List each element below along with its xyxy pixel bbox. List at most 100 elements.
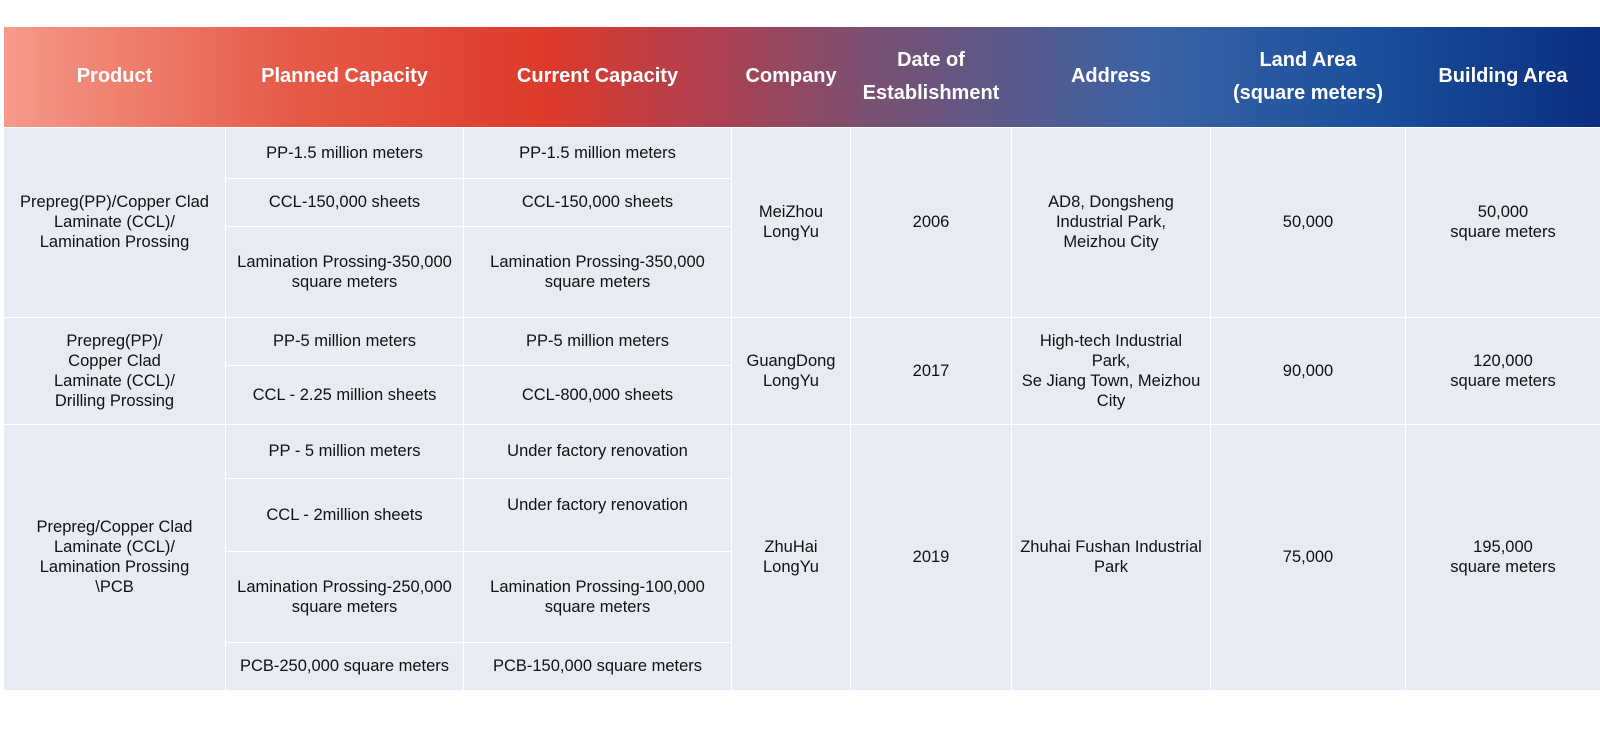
company-line: LongYu bbox=[763, 558, 819, 576]
planned-capacity-line: CCL - 2.25 million sheets bbox=[252, 385, 437, 404]
address-line: Park bbox=[1094, 558, 1128, 576]
current-capacity-line: PCB-150,000 square meters bbox=[492, 657, 703, 675]
planned-capacity-cell: PCB-250,000 square meters bbox=[225, 641, 464, 691]
address-line: Se Jiang Town, Meizhou bbox=[1021, 371, 1201, 390]
building-area-line: square meters bbox=[1450, 558, 1556, 576]
address-cell: AD8, Dongsheng Industrial Park, Meizhou Ci… bbox=[1011, 126, 1211, 318]
address-line: Industrial Park, bbox=[1055, 213, 1167, 231]
address-line: Zhuhai Fushan Industrial bbox=[1020, 538, 1202, 556]
building-area-line: square meters bbox=[1450, 223, 1556, 241]
product-cell: Prepreg(PP)/Copper Clad Laminate (CCL)/ La… bbox=[3, 126, 226, 318]
planned-capacity-cell: Lamination Prossing-250,000 square meters bbox=[225, 550, 464, 643]
current-capacity-cell: Lamination Prossing-100,000 square meters bbox=[463, 550, 732, 643]
product-line: Lamination Prossing bbox=[39, 558, 190, 576]
current-capacity-line: PP-5 million meters bbox=[525, 332, 670, 350]
header-land-line-1: Land Area bbox=[1259, 48, 1357, 71]
product-line: Drilling Prossing bbox=[54, 391, 175, 410]
product-line: Laminate (CCL)/ bbox=[53, 538, 176, 556]
product-cell: Prepreg/Copper Clad Laminate (CCL)/ Lamina… bbox=[3, 423, 226, 691]
address-cell: High-tech Industrial Park, Se Jiang Town,… bbox=[1011, 316, 1211, 425]
header-current-capacity: Current Capacity bbox=[516, 65, 679, 88]
table-row: CCL - 2.25 million sheets CCL-800,000 she… bbox=[4, 364, 1600, 425]
address-line: High-tech Industrial Park, bbox=[1039, 331, 1183, 370]
building-area-cell: 120,000 square meters bbox=[1405, 316, 1600, 425]
factory-capacity-table: Product Planned Capacity Current Capacit… bbox=[3, 27, 1600, 691]
planned-capacity-cell: CCL - 2million sheets bbox=[225, 477, 464, 552]
product-line: Laminate (CCL)/ bbox=[53, 213, 176, 231]
company-line: ZhuHai bbox=[764, 538, 818, 556]
product-line: \PCB bbox=[95, 578, 134, 596]
address-line: AD8, Dongsheng bbox=[1048, 193, 1174, 211]
planned-capacity-line: PP-5 million meters bbox=[272, 332, 417, 350]
table-row: CCL-150,000 sheets CCL-150,000 sheets bbox=[4, 177, 1600, 227]
current-capacity-cell: PP-5 million meters bbox=[463, 316, 732, 366]
table-row: Prepreg(PP)/Copper Clad Laminate (CCL)/La… bbox=[3, 126, 1600, 318]
header-building-area: Building Area bbox=[1438, 65, 1568, 88]
planned-capacity-line: square meters bbox=[291, 597, 398, 616]
building-area-cell: 50,000 square meters bbox=[1405, 126, 1600, 318]
header-land-area: Land Area (square meters) bbox=[1211, 27, 1406, 127]
company-line: LongYu bbox=[763, 223, 819, 241]
planned-capacity-cell: Lamination Prossing-350,000 square meters bbox=[225, 225, 464, 318]
current-capacity-cell: Under factory renovation bbox=[463, 423, 732, 479]
product-line: Prepreg(PP)/Copper Clad bbox=[20, 193, 209, 211]
establishment-date-cell: 2017 bbox=[850, 316, 1012, 425]
company-cell: GuangDong LongYu bbox=[731, 316, 851, 425]
current-capacity-line: Lamination Prossing-100,000 bbox=[490, 577, 705, 596]
company-line: GuangDong bbox=[746, 351, 836, 370]
table-row: Prepreg/Copper Clad Laminate (CCL)/Lamina… bbox=[3, 423, 1600, 691]
current-capacity-cell: Under factory renovation bbox=[463, 477, 732, 552]
company-cell: ZhuHai LongYu bbox=[731, 423, 851, 691]
building-area-line: 50,000 bbox=[1477, 203, 1529, 221]
planned-capacity-cell: PP-5 million meters bbox=[225, 316, 464, 366]
table-row: PCB-250,000 square meters PCB-150,000 squ… bbox=[4, 641, 1600, 691]
planned-capacity-line: PP-1.5 million meters bbox=[266, 143, 423, 162]
table-row: CCL - 2million sheets Under factory renov… bbox=[4, 477, 1600, 552]
product-line: Laminate (CCL)/ bbox=[53, 371, 176, 390]
header-address: Address bbox=[1070, 65, 1152, 88]
header-row: Product Planned Capacity Current Capacit… bbox=[3, 27, 1600, 127]
establishment-date-cell: 2006 bbox=[850, 126, 1012, 318]
company-line: LongYu bbox=[763, 371, 819, 390]
current-capacity-line: square meters bbox=[544, 272, 651, 291]
company-line: MeiZhou bbox=[758, 203, 824, 221]
current-capacity-cell: PP-1.5 million meters bbox=[463, 126, 732, 179]
current-capacity-cell: Lamination Prossing-350,000 square meters bbox=[463, 225, 732, 318]
header-date-of-establishment: Date of Establishment bbox=[851, 27, 1012, 127]
header-product: Product bbox=[76, 65, 153, 88]
planned-capacity-line: square meters bbox=[291, 272, 398, 291]
product-line: Lamination Prossing bbox=[39, 233, 190, 251]
current-capacity-line: Under factory renovation bbox=[507, 495, 688, 514]
planned-capacity-line: Lamination Prossing-350,000 bbox=[237, 252, 452, 271]
current-capacity-line: Lamination Prossing-350,000 bbox=[490, 252, 705, 271]
establishment-date-cell: 2019 bbox=[850, 423, 1012, 691]
current-capacity-line: CCL-150,000 sheets bbox=[521, 193, 674, 211]
building-area-line: 120,000 bbox=[1473, 351, 1533, 370]
address-line: City bbox=[1096, 391, 1126, 410]
current-capacity-line: square meters bbox=[544, 597, 651, 616]
planned-capacity-cell: CCL-150,000 sheets bbox=[225, 177, 464, 227]
product-line: Copper Clad bbox=[68, 351, 161, 370]
table-row: Lamination Prossing-250,000 square meters… bbox=[4, 550, 1600, 643]
land-area-cell: 75,000 bbox=[1210, 423, 1406, 691]
current-capacity-cell: CCL-800,000 sheets bbox=[463, 364, 732, 425]
planned-capacity-line: CCL-150,000 sheets bbox=[268, 193, 421, 211]
table-body: Prepreg(PP)/Copper Clad Laminate (CCL)/La… bbox=[3, 126, 1600, 691]
land-area-cell: 50,000 bbox=[1210, 126, 1406, 318]
planned-capacity-cell: PP-1.5 million meters bbox=[225, 126, 464, 179]
current-capacity-line: PP-1.5 million meters bbox=[519, 143, 676, 162]
header-planned-capacity: Planned Capacity bbox=[261, 65, 428, 88]
product-line: Prepreg(PP)/ bbox=[66, 331, 163, 350]
land-area-cell: 90,000 bbox=[1210, 316, 1406, 425]
current-capacity-cell: CCL-150,000 sheets bbox=[463, 177, 732, 227]
product-cell: Prepreg(PP)/Copper Clad Laminate (CCL)/Dr… bbox=[3, 316, 226, 425]
planned-capacity-line: PP - 5 million meters bbox=[268, 442, 421, 460]
planned-capacity-line: CCL - 2million sheets bbox=[266, 505, 423, 524]
company-cell: MeiZhou LongYu bbox=[731, 126, 851, 318]
table-row: Lamination Prossing-350,000 square meters… bbox=[4, 225, 1600, 318]
current-capacity-line: CCL-800,000 sheets bbox=[521, 385, 674, 404]
building-area-line: 195,000 bbox=[1473, 538, 1533, 556]
table-row: Prepreg(PP)/Copper Clad Laminate (CCL)/Dr… bbox=[3, 316, 1600, 425]
header-date-line-1: Date of bbox=[897, 48, 965, 71]
address-cell: Zhuhai Fushan Industrial Park bbox=[1011, 423, 1211, 691]
